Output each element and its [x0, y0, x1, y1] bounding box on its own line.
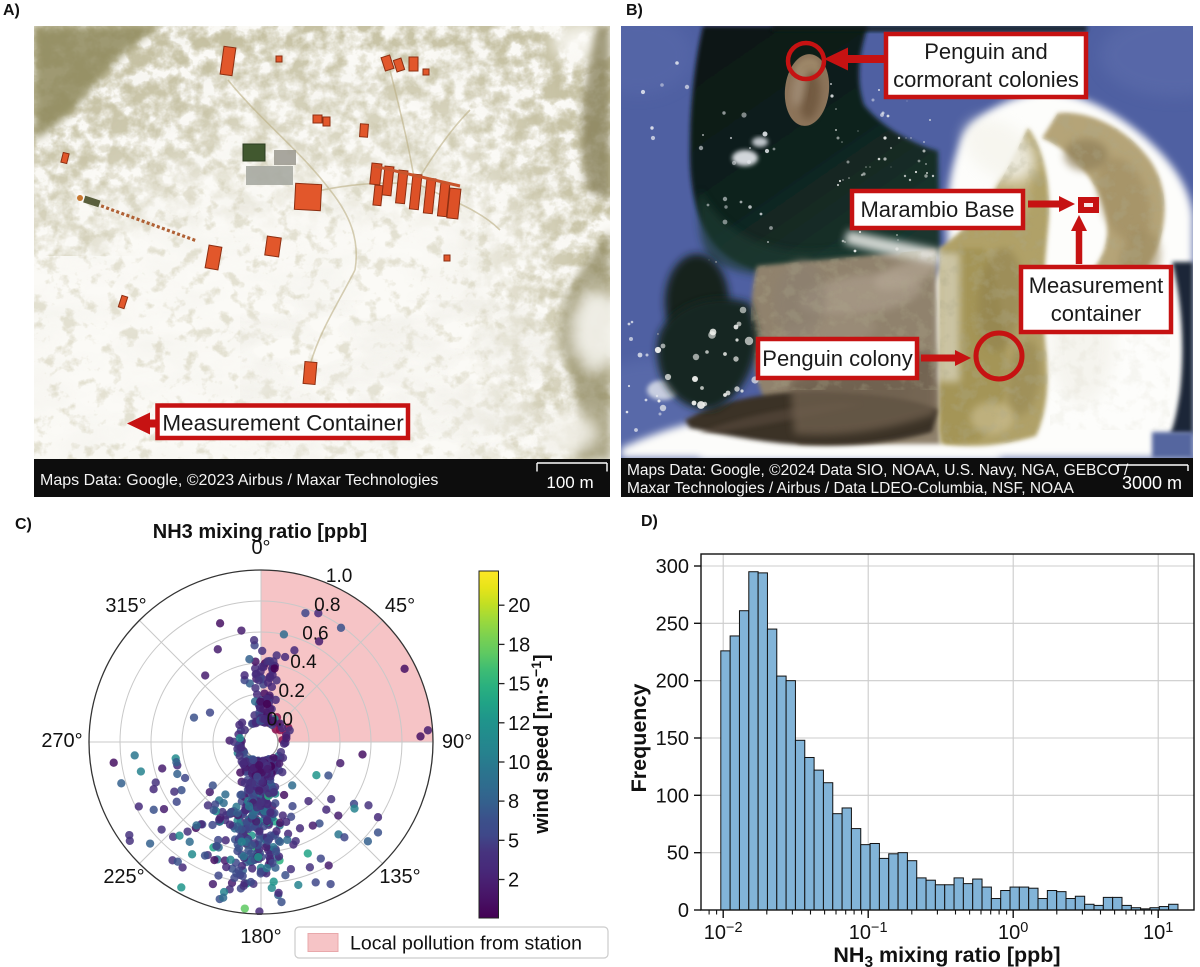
- svg-text:0.2: 0.2: [278, 681, 304, 702]
- svg-text:Maxar Technologies / Airbus /: Maxar Technologies / Airbus / Data LDEO-…: [627, 480, 1074, 497]
- svg-text:Measurement Container: Measurement Container: [162, 411, 404, 436]
- svg-text:12: 12: [508, 713, 530, 735]
- svg-text:135°: 135°: [379, 866, 420, 888]
- svg-text:Maps Data: Google, ©2023 Airbu: Maps Data: Google, ©2023 Airbus / Maxar …: [40, 472, 438, 489]
- svg-text:100: 100: [656, 785, 689, 807]
- svg-text:5: 5: [508, 830, 519, 852]
- svg-text:315°: 315°: [105, 595, 146, 617]
- svg-text:45°: 45°: [385, 595, 415, 617]
- svg-text:100 m: 100 m: [546, 473, 593, 492]
- svg-text:cormorant colonies: cormorant colonies: [893, 67, 1079, 92]
- svg-text:18: 18: [508, 634, 530, 656]
- svg-text:300: 300: [656, 556, 689, 578]
- svg-text:0°: 0°: [251, 537, 270, 559]
- svg-text:20: 20: [508, 595, 530, 617]
- svg-text:Local pollution from station: Local pollution from station: [350, 933, 582, 955]
- svg-text:10: 10: [508, 752, 530, 774]
- svg-text:150: 150: [656, 728, 689, 750]
- svg-text:0.0: 0.0: [267, 709, 293, 730]
- svg-text:101: 101: [1143, 920, 1173, 944]
- svg-text:NH3 mixing ratio [ppb]: NH3 mixing ratio [ppb]: [833, 943, 1060, 967]
- svg-text:0.8: 0.8: [314, 595, 340, 616]
- svg-text:Measurement: Measurement: [1029, 273, 1164, 298]
- svg-text:270°: 270°: [41, 730, 82, 752]
- svg-text:Frequency: Frequency: [630, 684, 651, 793]
- svg-text:0.6: 0.6: [302, 624, 328, 645]
- svg-text:wind speed [m·s−1]: wind speed [m·s−1]: [528, 654, 553, 834]
- svg-text:Penguin colony: Penguin colony: [762, 346, 912, 371]
- svg-text:1.0: 1.0: [326, 566, 352, 587]
- svg-text:90°: 90°: [442, 731, 472, 753]
- svg-text:15: 15: [508, 674, 530, 696]
- svg-text:8: 8: [508, 791, 519, 813]
- svg-text:10−1: 10−1: [849, 920, 888, 944]
- svg-text:NH3 mixing ratio [ppb]: NH3 mixing ratio [ppb]: [153, 521, 367, 543]
- svg-text:3000 m: 3000 m: [1122, 473, 1182, 493]
- svg-text:200: 200: [656, 671, 689, 693]
- svg-text:180°: 180°: [240, 926, 281, 948]
- svg-text:Penguin and: Penguin and: [924, 39, 1048, 64]
- svg-text:2: 2: [508, 870, 519, 892]
- svg-text:0: 0: [678, 900, 689, 922]
- svg-text:10−2: 10−2: [704, 920, 743, 944]
- svg-text:container: container: [1051, 301, 1142, 326]
- svg-text:50: 50: [667, 843, 689, 865]
- svg-text:Marambio Base: Marambio Base: [860, 197, 1014, 222]
- svg-text:100: 100: [998, 920, 1028, 944]
- svg-text:Maps Data: Google, ©2024 Data: Maps Data: Google, ©2024 Data SIO, NOAA,…: [627, 462, 1129, 479]
- svg-text:225°: 225°: [103, 866, 144, 888]
- svg-text:0.4: 0.4: [290, 652, 317, 673]
- svg-text:250: 250: [656, 613, 689, 635]
